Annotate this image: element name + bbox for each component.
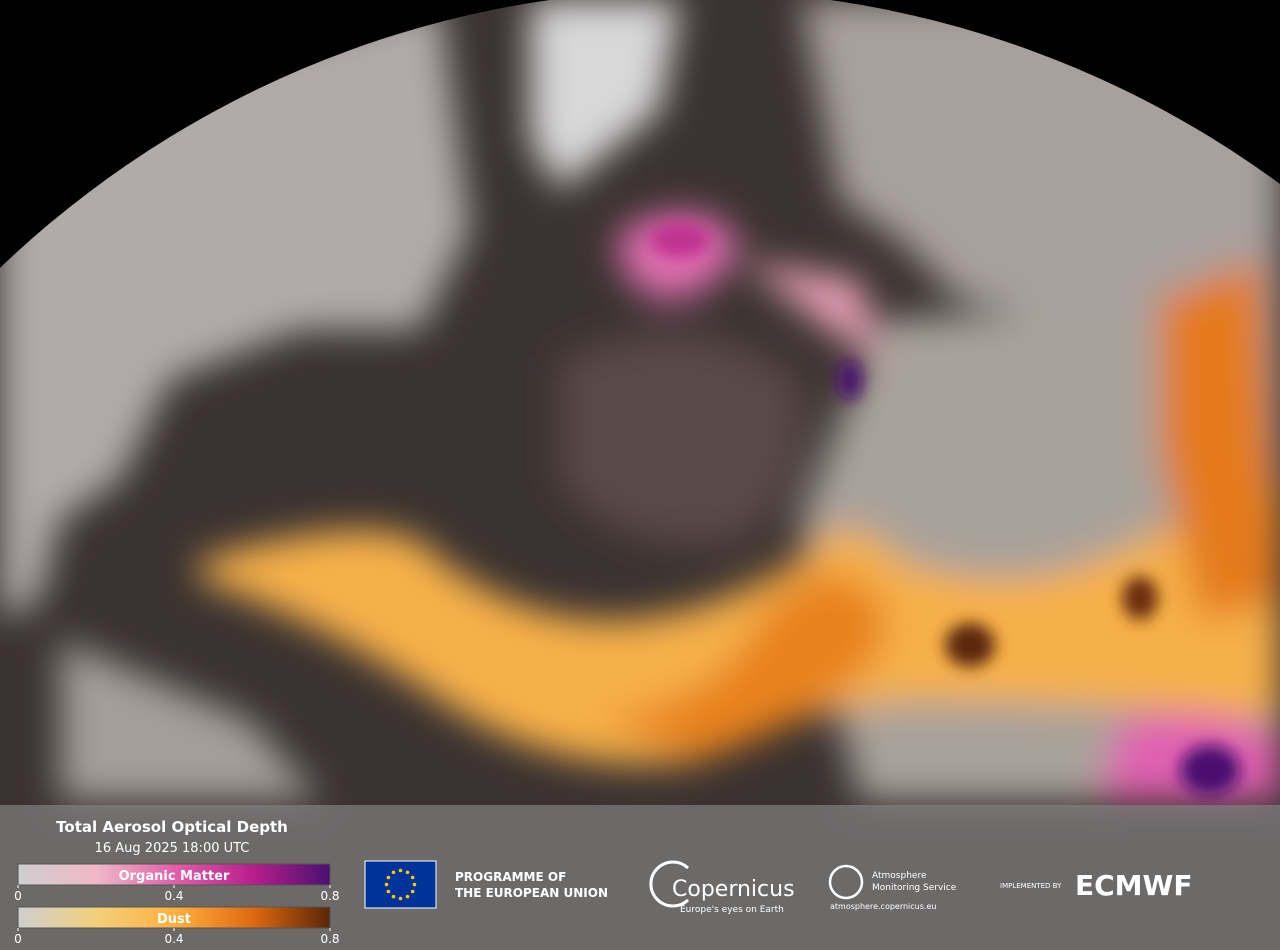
eu-star xyxy=(391,894,396,899)
implemented-by: IMPLEMENTED BY xyxy=(1000,882,1062,890)
colorbar-label: Dust xyxy=(157,912,191,927)
eu-star xyxy=(410,875,415,880)
aerosol-peaks xyxy=(650,222,1240,795)
eu-text: PROGRAMME OF xyxy=(455,870,566,884)
legend-title: Total Aerosol Optical Depth xyxy=(56,818,288,836)
colorbars: Organic Matter 0 0.4 0.8 Dust 0 0.4 0.8 xyxy=(14,863,340,946)
ecmwf-logo: ECMWF xyxy=(1075,869,1193,902)
copernicus-logo: Copernicus Europe's eyes on Earth xyxy=(649,860,795,915)
tick-label: 0.8 xyxy=(320,932,339,946)
tick-label: 0.4 xyxy=(164,932,183,946)
eu-star xyxy=(386,875,391,880)
eu-star xyxy=(410,889,415,894)
cams-logo: Atmosphere Monitoring Service atmosphere… xyxy=(828,864,957,911)
eu-star xyxy=(398,896,403,901)
tick-label: 0.4 xyxy=(164,889,183,903)
cams-name: Atmosphere xyxy=(872,871,927,881)
eu-star xyxy=(405,870,410,875)
tick-label: 0 xyxy=(14,932,22,946)
copernicus-tagline: Europe's eyes on Earth xyxy=(680,905,784,915)
colorbar-label: Organic Matter xyxy=(119,869,230,884)
eu-star xyxy=(398,868,403,873)
eu-text: THE EUROPEAN UNION xyxy=(455,886,608,900)
tick-label: 0.8 xyxy=(320,889,339,903)
eu-star xyxy=(384,882,389,887)
legend-subtitle: 16 Aug 2025 18:00 UTC xyxy=(95,841,250,856)
eu-star xyxy=(386,889,391,894)
cams-url: atmosphere.copernicus.eu xyxy=(830,902,936,911)
tick-label: 0 xyxy=(14,889,22,903)
eu-logo: PROGRAMME OF THE EUROPEAN UNION xyxy=(364,860,608,909)
cams-name: Monitoring Service xyxy=(872,883,957,893)
land-and-aerosol xyxy=(0,0,1280,800)
copernicus-name: Copernicus xyxy=(672,877,795,902)
eu-star xyxy=(405,894,410,899)
eu-star xyxy=(391,870,396,875)
eu-star xyxy=(412,882,417,887)
